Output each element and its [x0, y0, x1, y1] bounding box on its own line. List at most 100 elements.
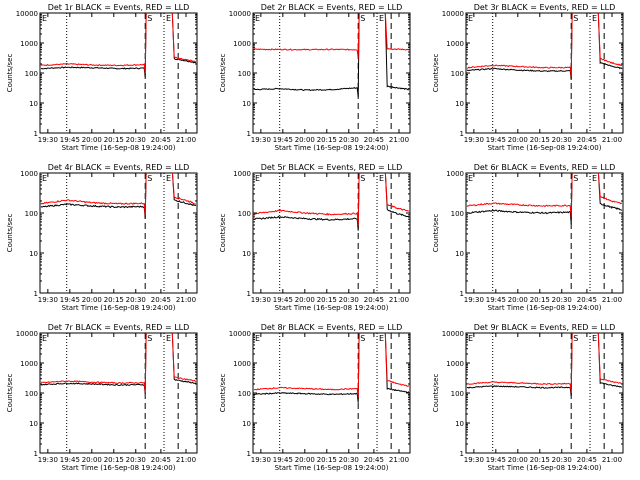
series-events-line — [253, 173, 410, 231]
saa-end-marker: E — [379, 334, 384, 343]
panel-title: Det 1r BLACK = Events, RED = LLD — [48, 3, 190, 12]
y-tick-label: 1000 — [20, 360, 38, 368]
x-tick-label: 20:30 — [126, 296, 146, 304]
frame-start-marker: E — [255, 174, 260, 183]
panel-title: Det 6r BLACK = Events, RED = LLD — [474, 163, 616, 172]
x-axis-label: Start Time (16-Sep-08 19:24:00) — [275, 464, 389, 472]
x-tick-label: 20:45 — [151, 136, 171, 144]
y-axis-label: Counts/sec — [432, 54, 440, 93]
y-tick-label: 1 — [34, 290, 38, 298]
y-tick-label: 10000 — [442, 10, 464, 18]
y-tick-label: 1 — [460, 130, 464, 138]
x-tick-label: 19:45 — [273, 136, 293, 144]
x-tick-label: 20:15 — [317, 296, 337, 304]
y-tick-label: 10 — [455, 420, 464, 428]
series-events-line — [253, 13, 409, 97]
x-tick-label: 19:30 — [251, 296, 271, 304]
y-tick-label: 10 — [455, 100, 464, 108]
x-tick-label: 19:30 — [38, 296, 58, 304]
y-tick-label: 1000 — [20, 40, 38, 48]
x-tick-label: 19:45 — [60, 456, 80, 464]
y-tick-label: 1 — [247, 450, 251, 458]
saa-start-marker: S — [147, 14, 152, 23]
series-events-line — [467, 173, 623, 225]
x-tick-label: 20:45 — [151, 456, 171, 464]
x-tick-label: 19:30 — [464, 296, 484, 304]
x-tick-label: 20:30 — [552, 136, 572, 144]
frame-start-marker: E — [42, 174, 47, 183]
y-tick-label: 10000 — [16, 10, 38, 18]
x-tick-label: 19:30 — [251, 456, 271, 464]
x-tick-label: 21:00 — [389, 296, 409, 304]
series-lld-line — [467, 13, 623, 77]
frame-start-marker: E — [468, 174, 473, 183]
y-axis-label: Counts/sec — [432, 214, 440, 253]
x-axis-label: Start Time (16-Sep-08 19:24:00) — [62, 464, 176, 472]
y-tick-label: 100 — [25, 390, 38, 398]
y-tick-label: 100 — [238, 70, 251, 78]
x-tick-label: 21:00 — [389, 136, 409, 144]
x-tick-label: 20:15 — [530, 296, 550, 304]
x-tick-label: 21:00 — [602, 296, 622, 304]
y-axis-label: Counts/sec — [6, 214, 14, 253]
x-axis-label: Start Time (16-Sep-08 19:24:00) — [488, 144, 602, 152]
saa-end-marker: E — [166, 14, 171, 23]
frame-start-marker: E — [255, 14, 260, 23]
saa-end-marker: E — [592, 174, 597, 183]
panel-title: Det 7r BLACK = Events, RED = LLD — [48, 323, 190, 332]
y-tick-label: 1 — [247, 130, 251, 138]
x-tick-label: 20:00 — [82, 296, 102, 304]
y-tick-label: 10 — [29, 420, 38, 428]
y-tick-label: 10 — [242, 420, 251, 428]
y-tick-label: 10000 — [229, 330, 251, 338]
x-axis-label: Start Time (16-Sep-08 19:24:00) — [62, 144, 176, 152]
x-tick-label: 21:00 — [602, 136, 622, 144]
y-tick-label: 1000 — [20, 170, 38, 178]
x-tick-label: 21:00 — [176, 136, 196, 144]
x-tick-label: 20:45 — [364, 136, 384, 144]
x-tick-label: 20:45 — [577, 136, 597, 144]
x-tick-label: 20:45 — [577, 296, 597, 304]
panel-8: Det 8r BLACK = Events, RED = LLD 1 10 100 10… — [219, 323, 411, 472]
saa-start-marker: S — [573, 334, 578, 343]
series-lld-line — [253, 333, 410, 398]
frame-start-marker: E — [42, 14, 47, 23]
saa-start-marker: S — [573, 174, 578, 183]
x-tick-label: 19:45 — [60, 296, 80, 304]
x-tick-label: 20:00 — [508, 136, 528, 144]
x-tick-label: 20:15 — [104, 296, 124, 304]
x-tick-label: 19:30 — [38, 136, 58, 144]
panel-7: Det 7r BLACK = Events, RED = LLD 1 10 100 10… — [6, 323, 198, 472]
y-axis-label: Counts/sec — [219, 374, 227, 413]
panel-title: Det 5r BLACK = Events, RED = LLD — [261, 163, 403, 172]
y-tick-label: 1000 — [233, 40, 251, 48]
y-tick-label: 1000 — [446, 40, 464, 48]
x-axis-label: Start Time (16-Sep-08 19:24:00) — [488, 304, 602, 312]
panel-1: Det 1r BLACK = Events, RED = LLD 1 10 100 10… — [6, 3, 198, 152]
x-tick-label: 19:30 — [464, 136, 484, 144]
y-tick-label: 1 — [460, 290, 464, 298]
y-tick-label: 100 — [25, 70, 38, 78]
x-tick-label: 20:15 — [530, 136, 550, 144]
y-tick-label: 1000 — [233, 170, 251, 178]
x-tick-label: 20:15 — [104, 456, 124, 464]
saa-start-marker: S — [360, 14, 365, 23]
x-tick-label: 20:00 — [295, 296, 315, 304]
y-tick-label: 10 — [29, 250, 38, 258]
x-tick-label: 20:00 — [508, 296, 528, 304]
x-tick-label: 19:30 — [38, 456, 58, 464]
saa-end-marker: E — [166, 334, 171, 343]
y-tick-label: 1 — [247, 290, 251, 298]
x-tick-label: 20:30 — [552, 456, 572, 464]
x-tick-label: 20:30 — [339, 136, 359, 144]
x-tick-label: 20:30 — [126, 456, 146, 464]
y-tick-label: 100 — [25, 210, 38, 218]
y-tick-label: 1000 — [446, 360, 464, 368]
saa-start-marker: S — [147, 334, 152, 343]
y-tick-label: 10 — [29, 100, 38, 108]
x-tick-label: 20:45 — [577, 456, 597, 464]
x-tick-label: 20:30 — [552, 296, 572, 304]
panel-title: Det 4r BLACK = Events, RED = LLD — [48, 163, 190, 172]
y-axis-label: Counts/sec — [219, 54, 227, 93]
